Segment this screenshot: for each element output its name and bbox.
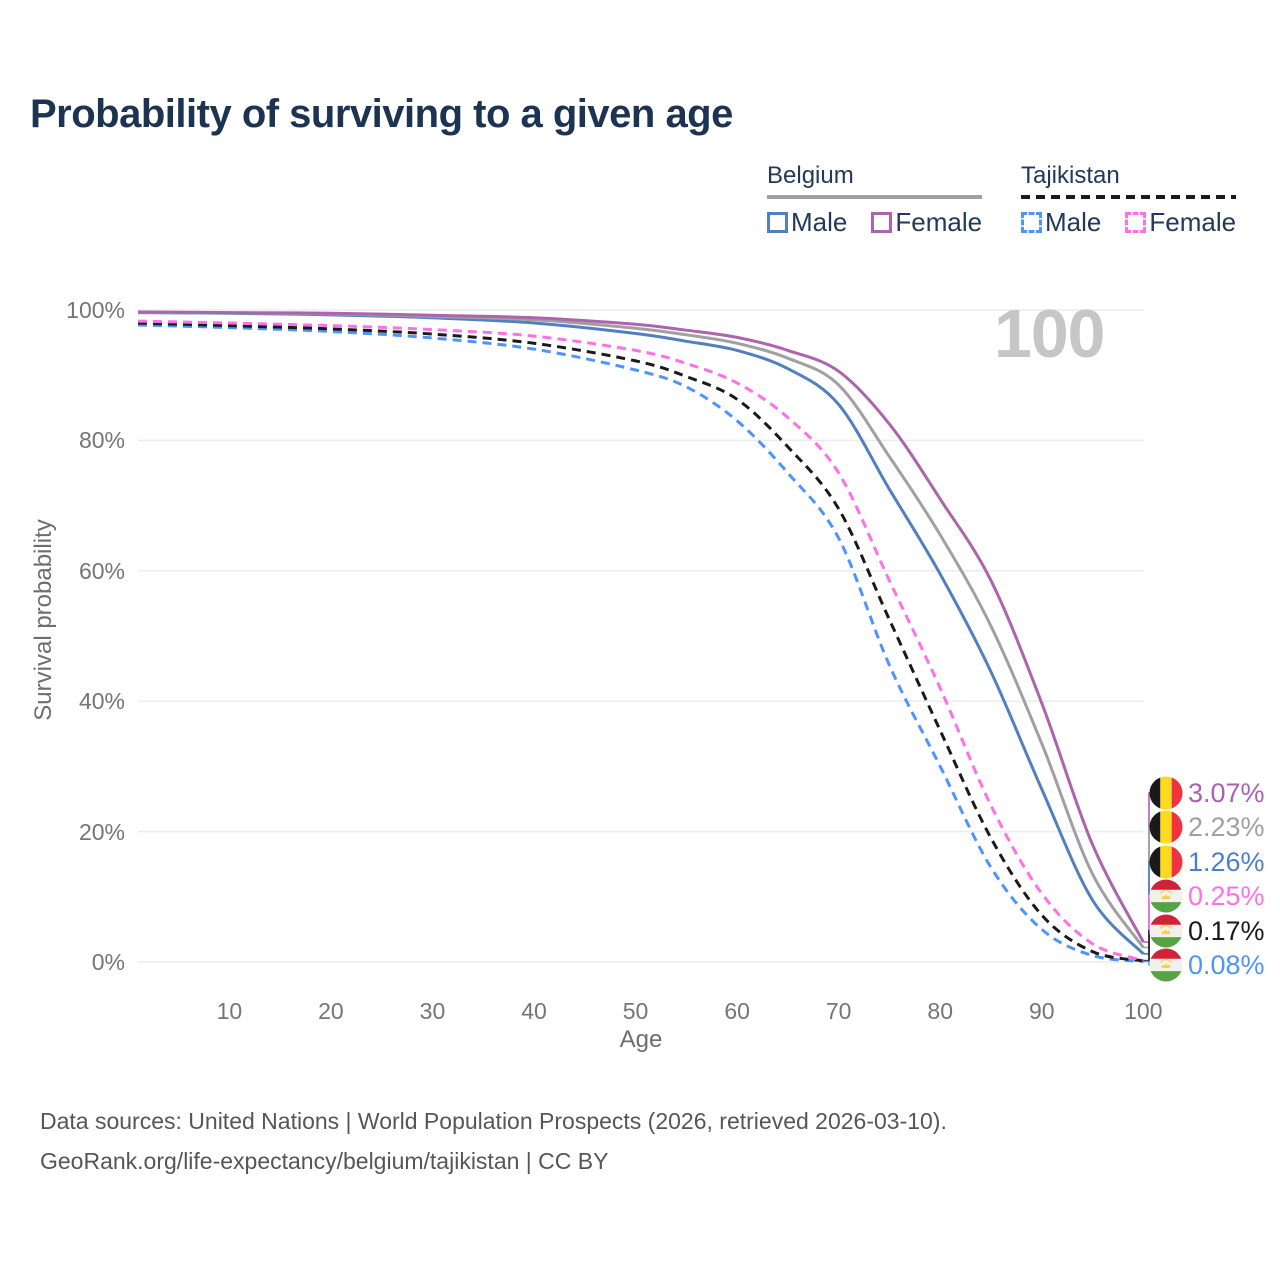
end-value-label: 0.17% — [1188, 915, 1265, 946]
legend-swatch-icon — [1021, 212, 1042, 233]
end-label-row: 0.17% — [1149, 914, 1265, 948]
legend-item-tajikistan-male[interactable]: Male — [1021, 207, 1101, 238]
end-value-label: 0.08% — [1188, 950, 1265, 980]
tajikistan-flag-icon — [1149, 948, 1183, 982]
y-tick-label: 100% — [66, 297, 125, 323]
y-tick-label: 40% — [78, 688, 125, 715]
x-tick-label: 90 — [1028, 998, 1055, 1024]
data-sources-line: Data sources: United Nations | World Pop… — [40, 1108, 947, 1134]
y-tick-label: 80% — [78, 427, 125, 454]
legend-country-label-tajikistan: Tajikistan — [1021, 162, 1120, 189]
end-label-row: 3.07% — [1149, 776, 1265, 810]
belgium-line-style-sample — [767, 195, 983, 199]
x-tick-label: 10 — [216, 998, 243, 1024]
end-label-row: 1.26% — [1149, 845, 1265, 879]
attribution-line: GeoRank.org/life-expectancy/belgium/taji… — [40, 1148, 609, 1174]
end-label-row: 0.25% — [1149, 879, 1265, 913]
x-axis-title: Age — [619, 1026, 663, 1053]
legend-item-belgium-female[interactable]: Female — [871, 207, 982, 238]
legend-country-label-belgium: Belgium — [767, 162, 854, 189]
belgium-flag-icon — [1149, 845, 1183, 879]
x-tick-label: 100 — [1124, 998, 1163, 1024]
x-tick-label: 40 — [521, 998, 547, 1024]
curve-tajikistan-female — [137, 319, 1144, 962]
end-label-row: 0.08% — [1149, 948, 1265, 982]
legend-item-label: Female — [1149, 207, 1237, 237]
legend-item-label: Female — [895, 207, 983, 237]
x-tick-label: 70 — [825, 998, 852, 1024]
legend-swatch-icon — [871, 212, 893, 233]
x-tick-label: 20 — [318, 998, 344, 1024]
x-tick-label: 80 — [927, 998, 953, 1024]
y-tick-label: 0% — [91, 949, 125, 975]
curve-belgium-male — [137, 311, 1145, 955]
end-value-label: 3.07% — [1188, 778, 1265, 808]
end-value-label: 2.23% — [1188, 812, 1265, 843]
y-axis-title: Survival probability — [30, 519, 57, 721]
belgium-flag-icon — [1149, 776, 1183, 810]
belgium-flag-icon — [1149, 810, 1183, 844]
legend-item-belgium-male[interactable]: Male — [767, 207, 847, 238]
tajikistan-line-style-sample — [1021, 195, 1237, 199]
end-label-row: 2.23% — [1149, 810, 1265, 844]
y-tick-label: 60% — [78, 557, 125, 584]
tajikistan-flag-icon — [1149, 914, 1183, 948]
x-tick-label: 60 — [724, 998, 750, 1024]
end-value-label: 1.26% — [1188, 846, 1265, 877]
end-value-label: 0.25% — [1188, 881, 1265, 912]
x-tick-label: 30 — [419, 998, 446, 1024]
legend-item-label: Male — [1045, 207, 1102, 237]
page-title: Probability of surviving to a given age — [30, 92, 733, 136]
curve-belgium-both-sexes — [137, 310, 1145, 949]
tajikistan-flag-icon — [1149, 879, 1183, 913]
curve-tajikistan-male — [137, 323, 1144, 963]
legend-item-tajikistan-female[interactable]: Female — [1125, 207, 1236, 238]
age-counter-watermark: 100 — [994, 296, 1105, 372]
curve-tajikistan-both-sexes — [137, 321, 1144, 963]
x-tick-label: 50 — [622, 998, 649, 1024]
curve-belgium-female — [137, 310, 1145, 943]
legend-group-belgium: Belgium Male Female — [767, 162, 983, 238]
legend-swatch-icon — [1125, 212, 1147, 233]
legend-group-tajikistan: Tajikistan Male Female — [1021, 162, 1237, 238]
y-tick-label: 20% — [78, 818, 125, 845]
legend-swatch-icon — [767, 212, 788, 233]
legend-item-label: Male — [791, 207, 848, 237]
